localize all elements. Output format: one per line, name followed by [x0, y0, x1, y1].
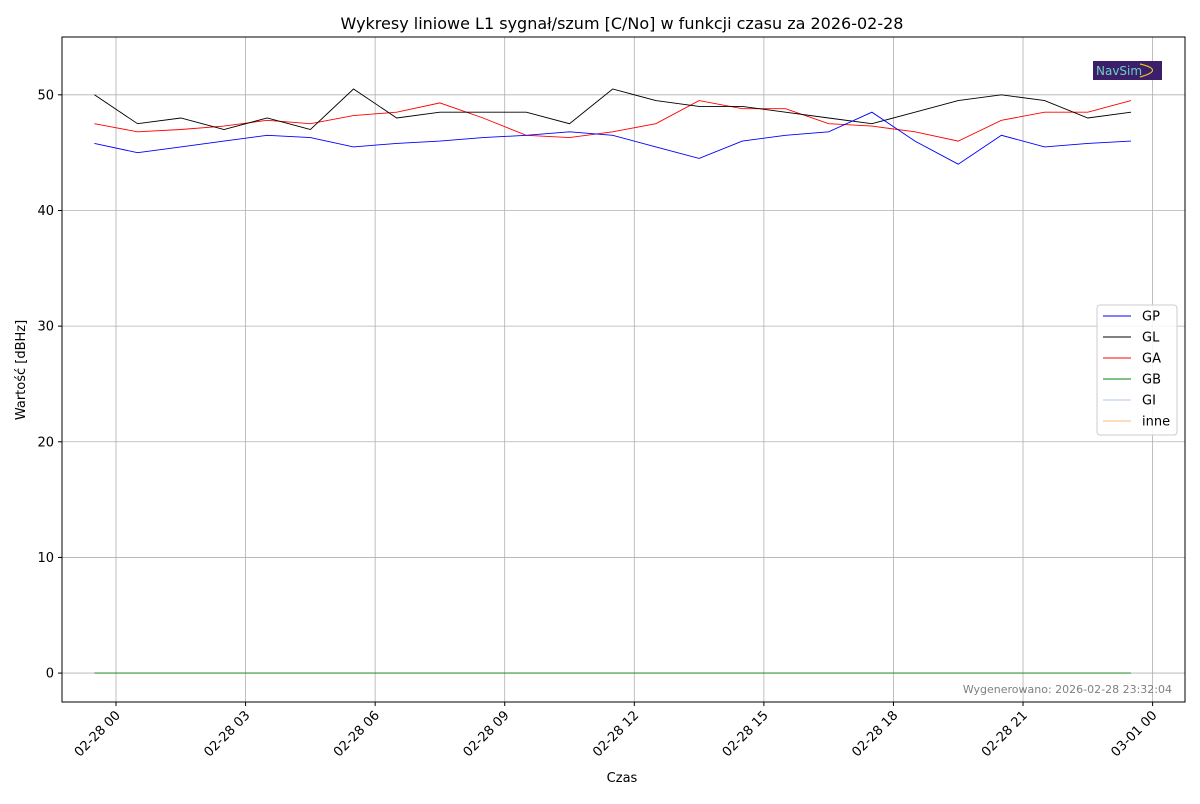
navsim-logo: NavSim — [1093, 61, 1162, 80]
series-lines — [94, 88, 1132, 674]
y-tick-label: 0 — [46, 667, 54, 682]
legend-label-GL: GL — [1142, 331, 1160, 346]
y-tick-label: 30 — [37, 320, 54, 335]
legend: GP GL GA GB GI inne — [1096, 304, 1178, 436]
y-axis-label: Wartość [dBHz] — [14, 320, 29, 420]
x-tick-label: 02-28 09 — [461, 708, 513, 760]
x-tick-label: 02-28 03 — [201, 708, 253, 760]
x-tick-label: 02-28 18 — [849, 708, 901, 760]
footnote: Wygenerowano: 2026-02-28 23:32:04 — [963, 683, 1172, 696]
y-tick-label: 40 — [37, 204, 54, 219]
x-tick-label: 02-28 06 — [331, 708, 383, 760]
x-tick-label: 02-28 21 — [979, 708, 1031, 760]
svg-text:NavSim: NavSim — [1096, 64, 1142, 78]
y-ticks: 0 10 20 30 40 50 — [37, 88, 62, 682]
series-line-GA — [94, 100, 1132, 142]
legend-label-GB: GB — [1142, 373, 1161, 388]
plot-frame — [61, 36, 1186, 703]
x-ticks: 02-28 00 02-28 03 02-28 06 02-28 09 02-28 12… — [72, 702, 1160, 760]
grid — [62, 37, 1185, 702]
legend-label-GP: GP — [1142, 310, 1160, 325]
x-tick-label: 03-01 00 — [1108, 708, 1160, 760]
y-tick-label: 10 — [37, 551, 54, 566]
y-tick-label: 50 — [37, 88, 54, 103]
legend-label-inne: inne — [1142, 415, 1170, 430]
series-line-GP — [94, 111, 1132, 165]
x-tick-label: 02-28 12 — [590, 708, 642, 760]
x-tick-label: 02-28 15 — [720, 708, 772, 760]
legend-label-GA: GA — [1142, 352, 1161, 367]
y-tick-label: 20 — [37, 435, 54, 450]
chart-title: Wykresy liniowe L1 sygnał/szum [C/No] w … — [341, 14, 904, 33]
x-tick-label: 02-28 00 — [72, 708, 124, 760]
x-axis-label: Czas — [607, 771, 638, 786]
legend-label-GI: GI — [1142, 394, 1156, 409]
series-line-GL — [94, 88, 1132, 130]
